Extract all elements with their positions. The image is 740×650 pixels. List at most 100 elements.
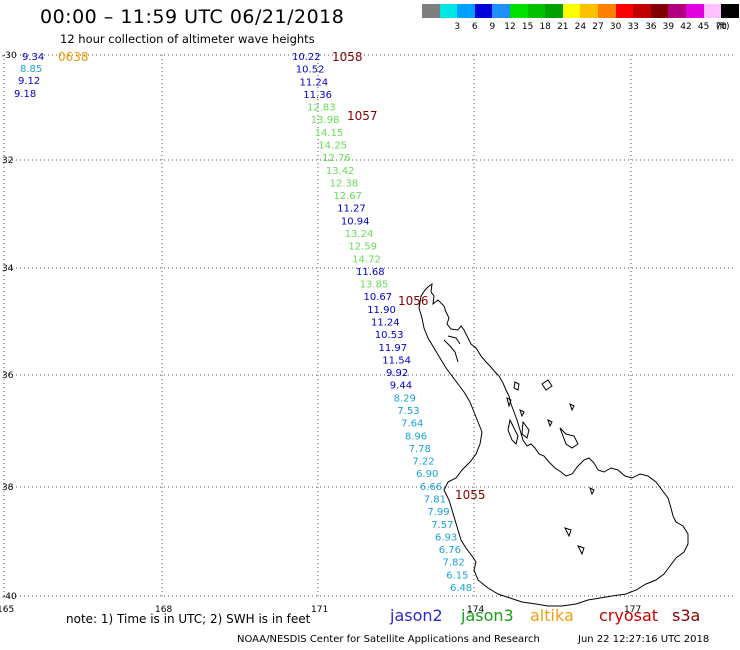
latitude-label: 36 <box>2 371 14 381</box>
lat-lon-grid: -30 32 34 36 38 -40 165 168 171 174 177 <box>0 51 736 615</box>
legend-swatch-label: 21 <box>557 22 569 32</box>
legend-swatch <box>598 4 616 18</box>
wave-height-reading: 9.34 <box>22 52 44 63</box>
legend-swatch-label: 39 <box>662 22 675 32</box>
wave-height-reading: 11.24 <box>300 77 329 88</box>
wave-height-reading: 10.67 <box>364 292 393 303</box>
wave-height-reading: 13.24 <box>345 229 374 240</box>
wave-height-reading: 11.68 <box>356 267 385 278</box>
wave-height-reading: 6.48 <box>450 583 472 594</box>
wave-height-reading: 7.82 <box>443 558 465 569</box>
legend-swatch-label: 6 <box>471 22 478 32</box>
wave-height-reading: 7.22 <box>412 457 434 468</box>
legend-swatch-label: 70 <box>715 22 727 32</box>
longitude-label: 165 <box>0 605 14 615</box>
wave-height-reading: 7.64 <box>401 419 423 430</box>
legend-swatch <box>527 4 546 18</box>
wave-height-reading: 11.97 <box>379 343 408 354</box>
wave-height-reading: 13.98 <box>311 115 340 126</box>
legend-swatch <box>721 4 740 18</box>
wave-height-reading: 12.59 <box>348 242 377 253</box>
wave-height-reading: 8.96 <box>405 431 427 442</box>
legend-swatch-label: 15 <box>521 22 534 32</box>
latitude-label: -40 <box>2 592 17 602</box>
legend-jason3: jason3 <box>461 606 514 625</box>
legend-swatch <box>703 4 722 18</box>
wave-height-reading: 11.36 <box>303 90 332 101</box>
longitude-label: 168 <box>155 605 172 615</box>
legend-jason2: jason2 <box>390 606 443 625</box>
wave-height-reading: 12.67 <box>333 191 362 202</box>
legend-swatch <box>650 4 669 18</box>
wave-height-reading: 8.85 <box>20 64 42 75</box>
legend-swatch <box>474 4 493 18</box>
wave-height-reading: 12.76 <box>322 153 351 164</box>
latitude-label: 32 <box>2 156 13 166</box>
new-zealand-coastline <box>418 282 689 607</box>
legend-cryosat: cryosat <box>599 606 659 625</box>
legend-swatch <box>686 4 704 18</box>
wave-height-reading: 14.25 <box>318 141 347 152</box>
legend-swatch <box>668 4 687 18</box>
legend-swatch-label: 45 <box>697 22 710 32</box>
wave-height-reading: 6.76 <box>439 545 461 556</box>
longitude-label: 177 <box>624 605 641 615</box>
wave-height-reading: 9.12 <box>18 76 40 87</box>
coromandel <box>507 418 530 445</box>
legend-swatch-label: 9 <box>489 22 496 32</box>
chart-title: 00:00 – 11:59 UTC 06/21/2018 <box>40 6 345 28</box>
wave-height-reading: 11.27 <box>337 204 366 215</box>
generated-timestamp: Jun 22 12:27:16 UTC 2018 <box>578 634 710 645</box>
wave-height-reading: 12.83 <box>307 103 336 114</box>
legend-altika: altika <box>530 606 574 625</box>
legend-swatch <box>510 4 528 18</box>
wave-height-reading: 9.44 <box>390 381 412 392</box>
wave-height-reading: 8.29 <box>394 393 416 404</box>
wave-height-reading: 9.92 <box>386 368 408 379</box>
wave-height-reading: 7.78 <box>409 444 431 455</box>
pass-time-label: 1057 <box>347 109 378 123</box>
wave-height-reading: 7.57 <box>431 520 453 531</box>
wave-height-reading: 7.81 <box>424 495 446 506</box>
legend-swatch <box>422 4 440 18</box>
longitude-label: 171 <box>311 605 328 615</box>
legend-swatch-label: 30 <box>609 22 622 32</box>
east-cape-detail <box>559 427 579 449</box>
wave-height-reading: 10.53 <box>375 330 404 341</box>
pass-time-label: 1058 <box>332 50 363 64</box>
credit-line: NOAA/NESDIS Center for Satellite Applica… <box>237 634 540 645</box>
footer-note: note: 1) Time is in UTC; 2) SWH is in fe… <box>66 612 311 626</box>
legend-swatch-label: 24 <box>574 22 587 32</box>
legend-s3a: s3a <box>672 606 701 625</box>
wave-height-reading: 11.90 <box>367 305 396 316</box>
legend-swatch <box>457 4 476 18</box>
chart-subtitle: 12 hour collection of altimeter wave hei… <box>60 32 315 46</box>
wave-height-reading: 11.24 <box>371 318 400 329</box>
legend-swatch <box>492 4 511 18</box>
small-islets <box>564 487 595 556</box>
wave-height-reading: 10.94 <box>341 216 370 227</box>
wave-height-reading: 9.18 <box>14 89 36 100</box>
wave-height-reading: 14.15 <box>315 128 344 139</box>
wave-height-reading: 10.52 <box>296 65 325 76</box>
legend-swatch-label: 42 <box>680 22 692 32</box>
wave-height-reading: 6.15 <box>446 570 468 581</box>
legend-swatch-label: 3 <box>454 22 461 32</box>
wave-height-reading: 7.53 <box>397 406 419 417</box>
wave-height-reading: 6.90 <box>416 469 438 480</box>
legend-swatch-label: 12 <box>504 22 516 32</box>
legend-unit: (ft) <box>716 22 730 32</box>
latitude-label: 34 <box>2 264 14 274</box>
wave-height-reading: 14.72 <box>352 254 381 265</box>
legend-swatch-label: 18 <box>539 22 551 32</box>
legend-swatch <box>439 4 458 18</box>
legend-swatch <box>580 4 599 18</box>
pass-time-label: 0638 <box>58 50 89 64</box>
kaipara-inlet <box>443 335 461 363</box>
wave-height-reading: 11.54 <box>382 355 411 366</box>
north-island-coast <box>418 282 689 607</box>
wave-height-reading: 12.38 <box>330 178 359 189</box>
wave-height-reading: 13.42 <box>326 166 355 177</box>
